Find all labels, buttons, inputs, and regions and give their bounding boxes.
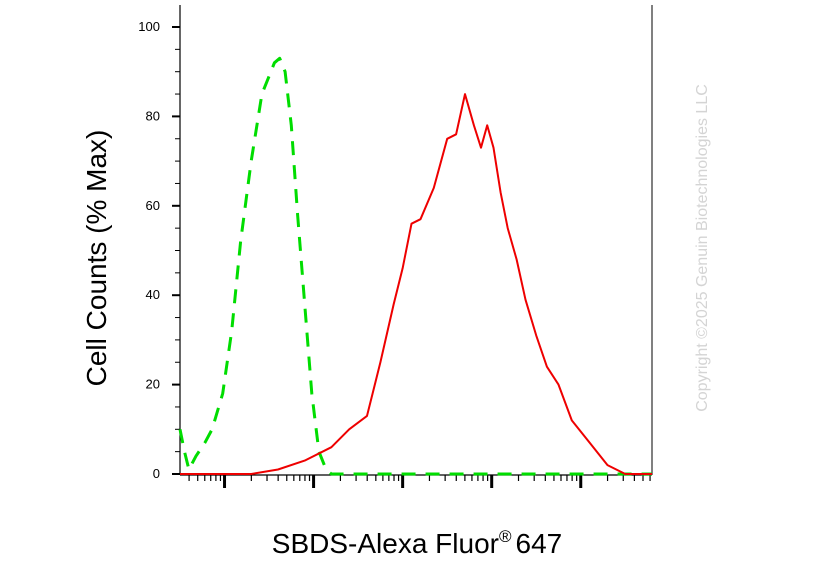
x-axis-title-superscript: ® — [499, 527, 512, 546]
copyright-watermark: Copyright ©2025 Genuin Biotechnologies L… — [694, 84, 711, 412]
y-axis-title: Cell Counts (% Max) — [81, 130, 112, 387]
y-tick-label: 80 — [146, 108, 160, 123]
x-axis-title: SBDS-Alexa Fluor® 647 — [272, 527, 562, 559]
y-axis: 0 20 40 60 80 100 — [138, 5, 181, 481]
y-tick-label: 0 — [153, 466, 160, 481]
x-axis-title-main: SBDS-Alexa Fluor — [272, 528, 499, 559]
series-line-2 — [180, 93, 652, 475]
y-tick-label: 60 — [146, 198, 160, 213]
series-line-1 — [178, 56, 652, 476]
series-layer — [178, 56, 652, 476]
y-tick-label: 100 — [138, 19, 160, 34]
y-tick-label: 20 — [146, 377, 160, 392]
y-tick-label: 40 — [146, 287, 160, 302]
plot-area — [180, 5, 652, 475]
x-axis-title-suffix: 647 — [516, 528, 563, 559]
